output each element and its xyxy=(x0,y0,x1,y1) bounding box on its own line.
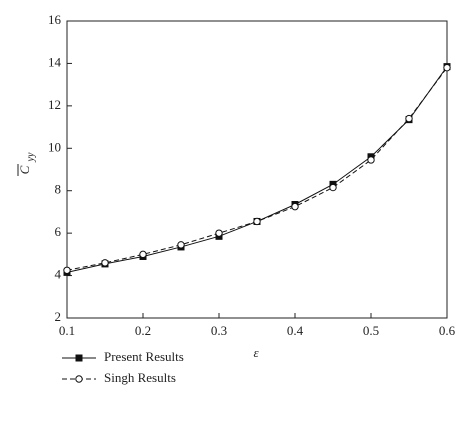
data-point xyxy=(101,259,109,267)
y-tick-label: 8 xyxy=(55,182,62,197)
plot-frame xyxy=(66,20,448,319)
y-tick-label: 2 xyxy=(55,309,62,324)
data-point xyxy=(215,229,223,237)
series-line xyxy=(66,67,448,271)
legend-marker xyxy=(75,375,83,383)
y-label-main: C xyxy=(17,165,32,174)
data-point xyxy=(443,63,451,72)
legend-label: Present Results xyxy=(104,349,184,364)
y-axis-label: C yy xyxy=(17,152,36,176)
data-point xyxy=(139,250,147,259)
data-point xyxy=(253,217,261,226)
x-tick-label: 0.4 xyxy=(287,323,304,338)
x-axis-label: ε xyxy=(253,345,259,360)
x-tick-label: 0.6 xyxy=(439,323,456,338)
y-tick-label: 12 xyxy=(48,97,61,112)
x-tick-label: 0.5 xyxy=(363,323,379,338)
legend-label: Singh Results xyxy=(104,370,176,385)
x-tick-label: 0.3 xyxy=(211,323,227,338)
data-point xyxy=(367,156,375,164)
data-point xyxy=(291,202,299,211)
data-point xyxy=(63,266,71,274)
y-tick-label: 10 xyxy=(48,139,61,154)
data-point xyxy=(177,241,185,249)
y-tick-label: 6 xyxy=(55,224,62,239)
data-point xyxy=(329,183,337,192)
x-tick-label: 0.2 xyxy=(135,323,151,338)
series-line xyxy=(66,66,448,273)
y-tick-label: 14 xyxy=(48,54,62,69)
y-tick-label: 16 xyxy=(48,12,62,27)
legend-marker xyxy=(75,354,83,362)
y-label-sub: yy xyxy=(25,152,36,162)
y-tick-label: 4 xyxy=(55,267,62,282)
x-tick-label: 0.1 xyxy=(59,323,75,338)
data-point xyxy=(405,114,413,123)
